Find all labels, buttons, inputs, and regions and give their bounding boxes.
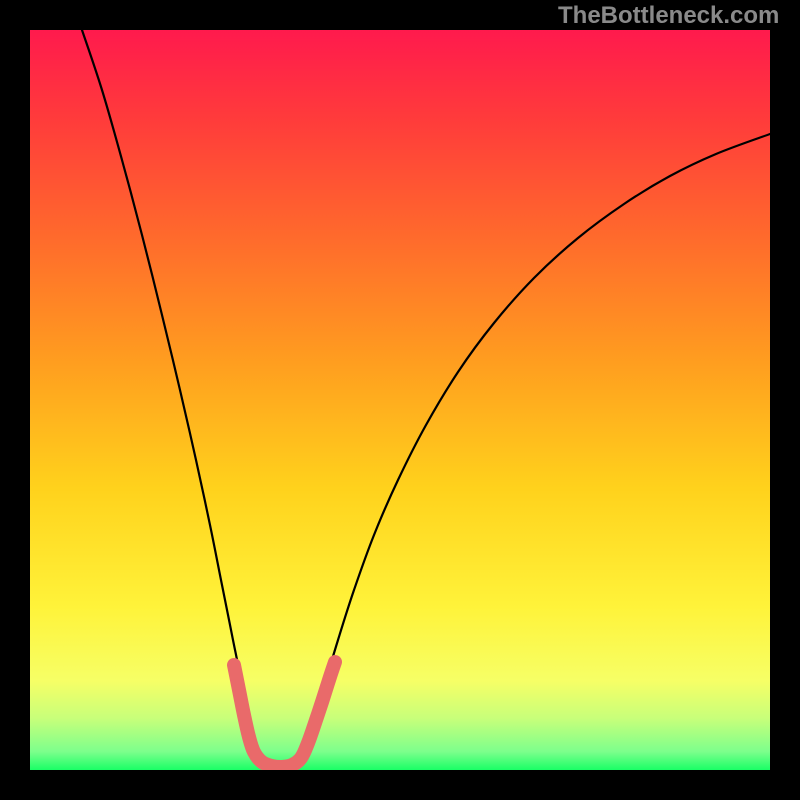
- gradient-background: [30, 30, 770, 770]
- watermark-text: TheBottleneck.com: [558, 2, 779, 30]
- chart-svg: [30, 30, 770, 770]
- plot-area: [30, 30, 770, 770]
